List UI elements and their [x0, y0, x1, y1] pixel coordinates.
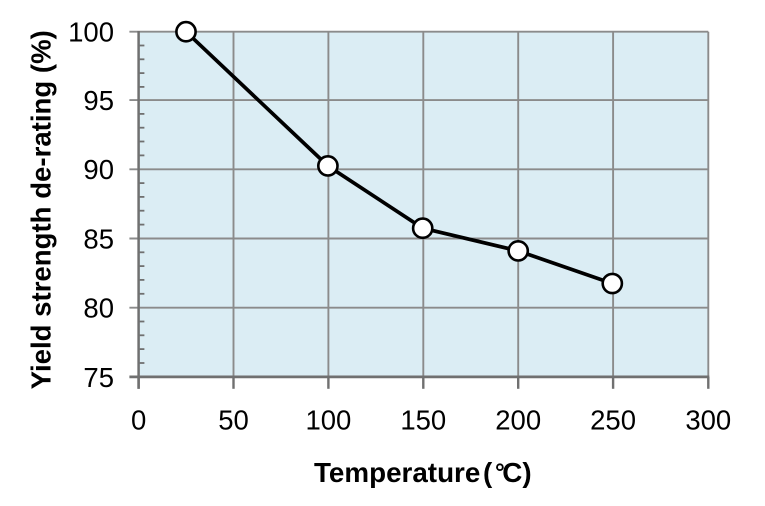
- svg-text:200: 200: [495, 405, 541, 436]
- svg-text:95: 95: [83, 85, 114, 116]
- svg-text:80: 80: [83, 293, 114, 324]
- svg-text:0: 0: [131, 405, 146, 436]
- svg-text:90: 90: [83, 154, 114, 185]
- svg-text:75: 75: [83, 362, 114, 393]
- svg-text:50: 50: [218, 405, 249, 436]
- svg-text:85: 85: [83, 223, 114, 254]
- svg-text:250: 250: [590, 405, 636, 436]
- svg-text:100: 100: [68, 17, 114, 48]
- svg-text:(: (: [483, 457, 493, 488]
- svg-text:300: 300: [685, 405, 731, 436]
- svg-text:100: 100: [305, 405, 351, 436]
- svg-text:150: 150: [400, 405, 446, 436]
- svg-text:Yield strength de-rating (%): Yield strength de-rating (%): [26, 30, 57, 389]
- svg-text:C): C): [502, 457, 531, 488]
- svg-text:Temperature: Temperature: [314, 457, 480, 488]
